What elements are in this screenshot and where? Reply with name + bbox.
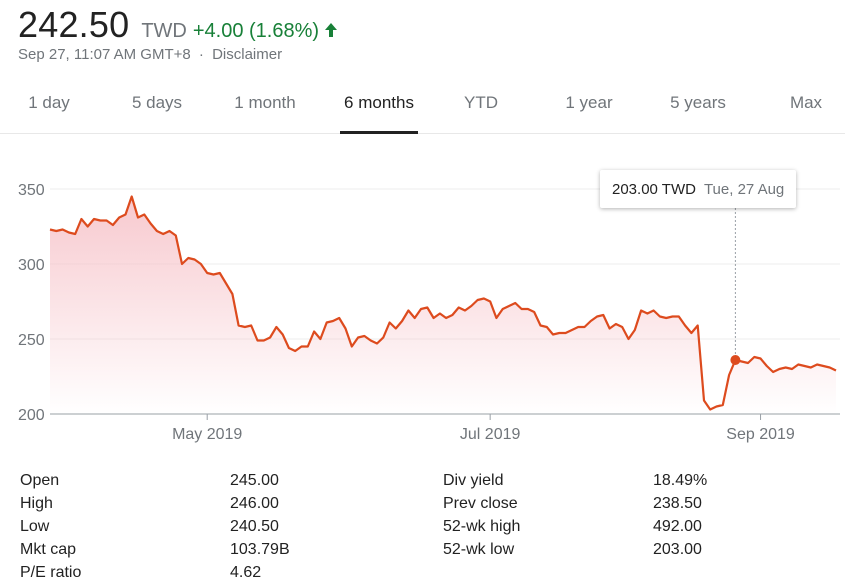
stat-row-div-yield: Div yield 18.49% <box>443 472 707 495</box>
tab-5-days[interactable]: 5 days <box>131 93 183 112</box>
stat-value: 203.00 <box>653 541 702 558</box>
x-tick-label: Sep 2019 <box>726 426 795 443</box>
y-tick-label: 350 <box>18 182 45 199</box>
stat-label: Prev close <box>443 495 518 512</box>
stat-row-52-wk-low: 52-wk low 203.00 <box>443 541 702 564</box>
stat-label: Mkt cap <box>20 541 77 558</box>
x-tick-label: May 2019 <box>172 426 242 443</box>
tab-max[interactable]: Max <box>789 93 823 112</box>
hover-point <box>730 355 741 365</box>
tooltip-date: Tue, 27 Aug <box>703 180 785 198</box>
tab-1-year[interactable]: 1 year <box>565 93 613 112</box>
y-tick-label: 200 <box>18 407 45 424</box>
stat-label: 52-wk high <box>443 518 521 535</box>
y-tick-label: 300 <box>18 257 45 274</box>
area-fill <box>50 196 836 414</box>
tab-5-years[interactable]: 5 years <box>670 93 726 112</box>
stat-row-high: High 246.00 <box>20 495 279 518</box>
tab-ytd[interactable]: YTD <box>464 93 498 112</box>
stat-value: 18.49% <box>653 472 708 489</box>
stat-row-low: Low 240.50 <box>20 518 279 541</box>
stat-label: Low <box>20 518 50 535</box>
disclaimer-link[interactable]: Disclaimer <box>212 46 283 63</box>
currency: TWD <box>141 20 187 42</box>
stat-value: 238.50 <box>653 495 702 512</box>
stat-value: 240.50 <box>230 518 279 535</box>
tab-1-month[interactable]: 1 month <box>234 93 296 112</box>
stats-right: Div yield 18.49% Prev close 238.50 52-wk h… <box>443 472 707 564</box>
price-chart[interactable]: 200 250 300 350 May 2019 Jul 2019 Sep 2019 <box>0 160 845 450</box>
tooltip-value: 203.00 TWD <box>612 180 696 198</box>
timestamp: Sep 27, 11:07 AM GMT+8 <box>18 46 191 63</box>
stats-left: Open 245.00 High 246.00 Low 240.50 Mkt cap 1… <box>20 472 290 584</box>
price-chart-svg[interactable]: 200 250 300 350 May 2019 Jul 2019 Sep 2019 <box>0 160 845 450</box>
stat-label: P/E ratio <box>20 564 82 581</box>
price: 242.50 <box>18 4 130 45</box>
arrow-up-icon <box>324 22 338 38</box>
stat-value: 246.00 <box>230 495 279 512</box>
stat-value: 103.79B <box>230 541 290 558</box>
x-tick-label: Jul 2019 <box>460 426 521 443</box>
tab-6-months[interactable]: 6 months <box>340 80 418 134</box>
stat-row-mkt-cap: Mkt cap 103.79B <box>20 541 290 564</box>
chart-tooltip: 203.00 TWD Tue, 27 Aug <box>600 170 797 208</box>
y-tick-label: 250 <box>18 332 45 349</box>
stat-row-open: Open 245.00 <box>20 472 279 495</box>
stat-label: High <box>20 495 53 512</box>
quote-header: 242.50 TWD +4.00 (1.68%) <box>18 4 338 45</box>
stat-row-52-wk-high: 52-wk high 492.00 <box>443 518 702 541</box>
stat-row-pe-ratio: P/E ratio 4.62 <box>20 564 261 584</box>
range-tabs: 1 day 5 days 1 month 6 months YTD 1 year… <box>0 80 845 134</box>
stat-value: 492.00 <box>653 518 702 535</box>
stat-value: 4.62 <box>230 564 262 581</box>
tab-1-day[interactable]: 1 day <box>28 93 70 112</box>
stat-label: 52-wk low <box>443 541 515 558</box>
stat-label: Div yield <box>443 472 504 489</box>
stat-row-prev-close: Prev close 238.50 <box>443 495 702 518</box>
quote-subline: Sep 27, 11:07 AM GMT+8 · Disclaimer <box>18 46 282 63</box>
price-line <box>49 195 837 411</box>
price-change: +4.00 (1.68%) <box>192 20 320 42</box>
stat-label: Open <box>20 472 60 489</box>
separator: · <box>198 46 204 63</box>
stat-value: 245.00 <box>230 472 279 489</box>
